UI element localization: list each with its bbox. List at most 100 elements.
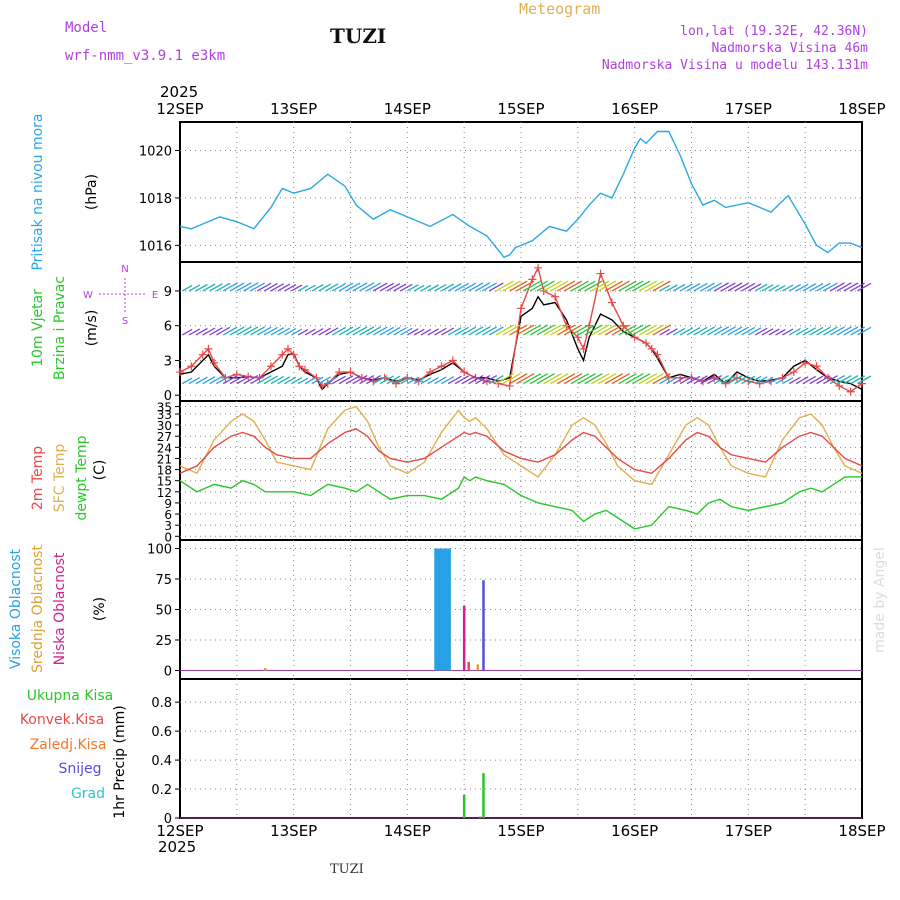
bar-cloud-0 [447,548,451,671]
wind-barb [502,324,521,336]
ytick-label-wind-9: 9 [164,285,172,300]
wind-barb [400,376,413,385]
wind-barb [229,282,245,292]
label-t2m: 2m Temp [30,446,46,510]
ytick-label-precip-0: 0 [164,812,172,827]
wind-barb [707,375,723,385]
wind-barb [652,280,671,292]
wind-barb [454,326,469,336]
wind-barb [447,375,462,385]
wind-barb [700,375,715,385]
wind-barb [188,328,201,336]
wind-barb [407,284,419,292]
wind-barb [475,326,491,336]
label-cloud-unit: (%) [92,597,108,621]
wind-barb [509,324,528,336]
wind-barb [782,284,794,292]
wind-barb [352,282,368,292]
wind-barb [413,284,425,292]
gust-marker [335,368,344,377]
wind-barb [543,373,562,385]
wind-barb [304,377,316,385]
gust-marker [630,333,639,342]
wind-barb [652,324,671,336]
wind-barb [522,280,542,292]
wind-barb [509,280,528,292]
wind-barb [441,327,455,336]
wind-barb [495,373,514,385]
wind-barb [618,324,637,336]
ytick-label-cloud-25: 25 [155,634,172,649]
wind-barb [550,280,569,292]
wind-barb [829,326,845,336]
wind-barb [741,326,756,336]
wind-barb [720,326,736,336]
wind-barb [543,280,562,292]
ytick-label-pressure-1020: 1020 [139,144,172,159]
wind-barb [236,374,252,385]
wind-barb [311,376,324,385]
wind-barb [407,328,419,336]
gust-marker [391,379,400,388]
wind-barb [829,282,845,292]
bar-precip-1 [478,816,482,818]
wind-barb [625,280,644,292]
wind-barb [482,282,498,292]
wind-barb [672,376,686,385]
wind-barb [216,326,231,336]
wind-barb [802,375,817,385]
gust-marker [494,379,503,388]
series-pressure-0 [179,130,863,259]
wind-barb [536,324,555,336]
wind-barb [311,328,324,336]
wind-barb [372,375,388,385]
wind-barb [195,283,208,292]
compass-w: W [83,290,93,301]
wind-barb [734,326,749,336]
wind-barb [413,377,425,385]
wind-barb [563,280,583,292]
bar-cloud-2 [462,605,466,671]
wind-barb [243,374,259,385]
wind-barb [331,375,346,385]
wind-barb [597,324,617,336]
wind-barb [461,326,477,336]
wind-barb [181,284,193,292]
wind-barb [202,327,216,336]
gust-marker [835,381,844,390]
wind-barb [611,324,630,336]
wind-barb [420,328,432,336]
wind-barb [782,328,794,336]
gust-marker [653,350,662,359]
wind-barb [788,284,801,292]
footer-station: TUZI [330,862,364,877]
wind-barb [741,282,756,292]
wind-barb [495,324,514,336]
wind-barb [761,328,774,336]
wind-barb [625,373,644,385]
wind-barb [720,374,736,385]
wind-barb [713,374,729,385]
ytick-label-wind-3: 3 [164,354,172,369]
wind-barb [727,326,743,336]
wind-barb [236,326,252,336]
wind-barb [522,324,542,336]
wind-barb [468,282,484,292]
wind-barb [713,282,729,292]
wind-barb [216,375,231,385]
lonlat-label: lon,lat (19.32E, 42.36N) [680,24,868,39]
label-low-cloud: Niska Oblacnost [52,552,68,665]
wind-barb [577,373,596,385]
watermark: made by Angel [872,547,888,653]
wind-barb [563,324,583,336]
wind-barb [693,375,708,385]
wind-barb [318,283,331,292]
wind-barb [270,327,285,336]
gust-marker [801,358,810,367]
wind-barb [679,376,693,385]
wind-barb [297,284,309,292]
gust-marker [789,368,798,377]
bar-cloud-0 [436,548,440,671]
ytick-label-cloud-0: 0 [164,664,172,679]
wind-barb [516,373,535,385]
